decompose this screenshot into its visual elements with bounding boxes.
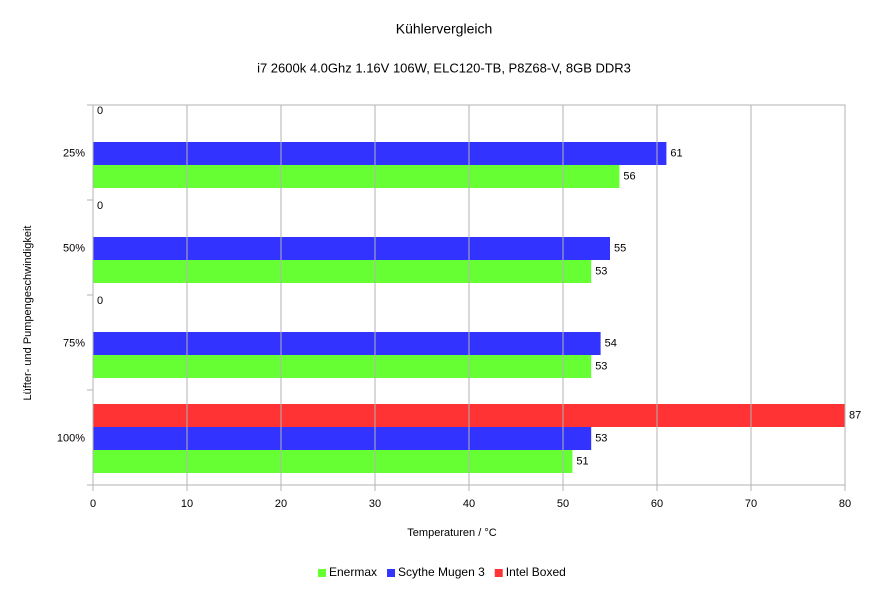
bar	[93, 427, 592, 450]
data-label: 53	[595, 265, 607, 277]
x-tick-label: 20	[275, 498, 287, 510]
legend-swatch	[318, 569, 326, 577]
data-label: 0	[97, 295, 103, 307]
bar	[93, 450, 573, 473]
legend-label: Intel Boxed	[506, 565, 566, 579]
data-label: 61	[670, 147, 682, 159]
data-label: 53	[595, 360, 607, 372]
x-axis-label: Temperaturen / °C	[407, 527, 496, 539]
bar	[93, 404, 845, 427]
data-label: 56	[623, 170, 635, 182]
plot-area	[93, 142, 845, 473]
data-label: 87	[849, 409, 861, 421]
bar	[93, 260, 592, 283]
y-tick-label: 50%	[63, 242, 85, 254]
y-tick-label: 25%	[63, 147, 85, 159]
legend-label: Enermax	[329, 565, 377, 579]
bar	[93, 237, 610, 260]
bar	[93, 332, 601, 355]
bar	[93, 165, 620, 188]
x-tick-label: 80	[839, 498, 851, 510]
chart-subtitle: i7 2600k 4.0Ghz 1.16V 106W, ELC120-TB, P…	[257, 60, 631, 75]
bar	[93, 142, 667, 165]
x-tick-label: 70	[745, 498, 757, 510]
x-tick-label: 50	[557, 498, 569, 510]
bar	[93, 355, 592, 378]
x-tick-label: 0	[90, 498, 96, 510]
x-tick-label: 10	[181, 498, 193, 510]
data-label: 51	[576, 455, 588, 467]
data-label: 53	[595, 432, 607, 444]
legend-swatch	[494, 569, 503, 577]
y-axis-label: Lüfter- und Pumpengeschwindigkeit	[22, 226, 34, 401]
chart-title: Kühlervergleich	[396, 21, 493, 37]
legend-swatch	[387, 569, 396, 577]
legend-label: Scythe Mugen 3	[398, 565, 485, 579]
y-tick-label: 100%	[57, 432, 85, 444]
data-label: 54	[605, 337, 617, 349]
x-tick-label: 40	[463, 498, 475, 510]
x-tick-label: 30	[369, 498, 381, 510]
data-label: 0	[97, 105, 103, 117]
x-tick-label: 60	[651, 498, 663, 510]
data-label: 55	[614, 242, 626, 254]
data-label: 0	[97, 200, 103, 212]
y-tick-label: 75%	[63, 337, 85, 349]
